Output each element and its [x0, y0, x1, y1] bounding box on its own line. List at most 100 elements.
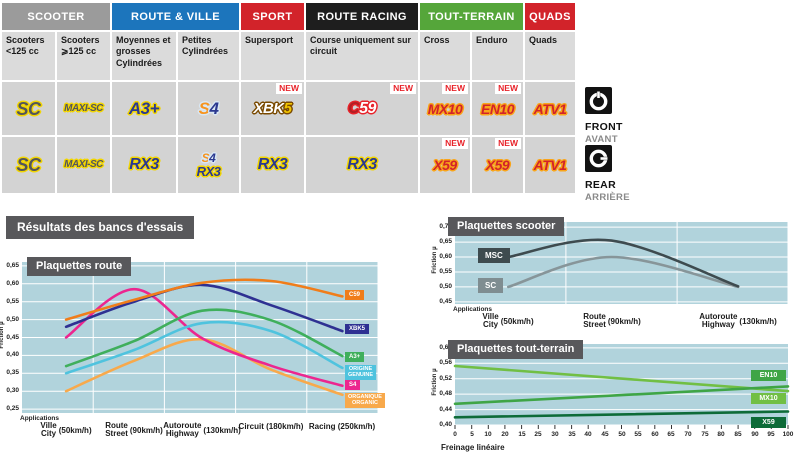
chart-plaquettes-tout-terrain: Plaquettes tout-terrain 0,60 0,56 0,52 0,48…	[420, 336, 800, 459]
product-badge-x59: X59	[485, 157, 510, 173]
product-badge-s4: S4	[201, 151, 216, 165]
series-line-s4	[64, 287, 344, 388]
new-tag: NEW	[276, 83, 302, 94]
legend-c59: C59	[345, 290, 365, 300]
legend-mx10: MX10	[751, 393, 786, 404]
y-tick-label: 0,50	[6, 316, 19, 323]
series-line-mx10	[453, 364, 790, 393]
product-badge-c59: C59	[348, 99, 376, 117]
legend-en10: EN10	[751, 370, 786, 381]
y-tick-label: 0,52	[439, 375, 452, 382]
rear-axle-block: REAR ARRIÈRE	[585, 145, 645, 203]
applications-label: Applications	[20, 415, 60, 422]
legend-x59: X59	[751, 417, 786, 428]
subcategory-cell: Supersport	[241, 32, 304, 80]
y-tick-label: 0,44	[439, 406, 452, 413]
x-tick-label: 5	[470, 431, 474, 438]
category-header-tout-terrain: TOUT-TERRAIN	[420, 3, 523, 30]
x-tick-label: 25	[534, 431, 542, 438]
y-tick-label: 0,40	[6, 351, 19, 358]
chart-title: Plaquettes tout-terrain	[448, 340, 584, 359]
badge-cell: S4 RX3	[178, 137, 239, 193]
badge-cell: NEW MX10	[420, 82, 470, 135]
x-tick-label: 85	[734, 431, 742, 438]
x-tick-label: 30	[551, 431, 559, 438]
x-tick-label: 55	[634, 431, 642, 438]
y-tick-label: 0,60	[6, 280, 19, 287]
subcategory-cell: Scooters ⩾125 cc	[57, 32, 110, 80]
series-line-c59	[64, 278, 344, 321]
subcategory-cell: Cross	[420, 32, 470, 80]
series-line-a3+	[64, 308, 344, 368]
product-badge-rx3: RX3	[129, 156, 159, 173]
chart-plaquettes-scooter: Plaquettes scooter 0,70 0,65 0,60 0,55 0,50 0…	[420, 214, 800, 340]
legend-sc: SC	[478, 278, 504, 293]
y-tick-label: 0,45	[439, 298, 452, 305]
subcategory-cell: Scooters <125 cc	[2, 32, 55, 80]
legend-s4: S4	[345, 380, 361, 390]
legend-a3+: A3+	[345, 352, 365, 362]
badge-cell: ATV1	[525, 82, 575, 135]
product-badge-a3+: A3+	[128, 99, 160, 118]
x-tick-label: 10	[484, 431, 492, 438]
x-category-label: Ville City (50km/h)	[40, 421, 92, 439]
y-tick-label: 0,70	[439, 223, 452, 230]
x-tick-label: 70	[684, 431, 692, 438]
product-badge-mx10: MX10	[427, 100, 463, 117]
subcategory-cell: Course uniquement sur circuit	[306, 32, 418, 80]
series-line-xbk5	[64, 283, 344, 333]
product-badge-x59: X59	[433, 157, 457, 173]
badge-cell: ATV1	[525, 137, 575, 193]
x-category-label: Route Street (90km/h)	[105, 421, 163, 439]
x-category-label: Autoroute Highway (130km/h)	[699, 312, 777, 330]
product-badge-maxi-sc: MAXI-SC	[64, 102, 103, 114]
y-tick-label: 0,65	[6, 262, 19, 269]
chart-plaquettes-route: Plaquettes route 0,65 0,60 0,55 0,50 0,45 0,4…	[0, 250, 404, 459]
legend-xbk5: XBK5	[345, 324, 370, 334]
avant-label: AVANT	[585, 134, 618, 145]
new-tag: NEW	[495, 83, 521, 94]
product-badge-rx3: RX3	[196, 164, 221, 179]
badge-cell: SC	[2, 82, 55, 135]
badge-cell: SC	[2, 137, 55, 193]
product-badge-en10: EN10	[480, 100, 515, 117]
product-badge-sc: SC	[16, 98, 41, 119]
product-badge-sc: SC	[16, 155, 41, 175]
y-tick-label: 0,50	[439, 283, 452, 290]
product-badge-rx3: RX3	[347, 156, 377, 173]
x-category-label: Autoroute Highway (130km/h)	[163, 421, 241, 439]
x-tick-label: 60	[651, 431, 659, 438]
y-tick-label: 0,60	[439, 253, 452, 260]
y-tick-label: 0,56	[439, 359, 452, 366]
new-tag: NEW	[390, 83, 416, 94]
front-axle-block: FRONT AVANT	[585, 87, 645, 145]
badge-cell: RX3	[306, 137, 418, 193]
badge-cell: NEW X59	[420, 137, 470, 193]
y-tick-label: 0,45	[6, 334, 19, 341]
subcategory-cell: Petites Cylindrées	[178, 32, 239, 80]
x-tick-label: 35	[568, 431, 576, 438]
x-tick-label: 0	[453, 431, 457, 438]
x-category-label: Racing (250km/h)	[308, 422, 376, 431]
badge-cell: MAXI-SC	[57, 137, 110, 193]
series-line-msc	[507, 238, 740, 288]
y-tick-label: 0,48	[439, 390, 452, 397]
subcategory-cell: Enduro	[472, 32, 523, 80]
legend-origine: ORIGINE GENUINE	[345, 365, 377, 380]
chart-canvas	[22, 262, 379, 413]
x-tick-label: 45	[601, 431, 609, 438]
x-tick-label: 90	[751, 431, 759, 438]
y-tick-label: 0,65	[439, 238, 452, 245]
x-tick-label: 95	[767, 431, 775, 438]
category-header-quads: QUADS	[525, 3, 575, 30]
y-axis-label: Friction µ	[432, 368, 438, 396]
x-tick-label: 75	[701, 431, 709, 438]
x-tick-label: 80	[717, 431, 725, 438]
product-selection-table: SCOOTER ROUTE & VILLE SPORT ROUTE RACING…	[2, 3, 575, 193]
new-tag: NEW	[495, 138, 521, 149]
y-tick-label: 0,60	[439, 344, 452, 351]
legend-organique: ORGANIQUE ORGANIC	[345, 393, 385, 408]
y-tick-label: 0,30	[6, 387, 19, 394]
front-label: FRONT	[585, 121, 623, 133]
